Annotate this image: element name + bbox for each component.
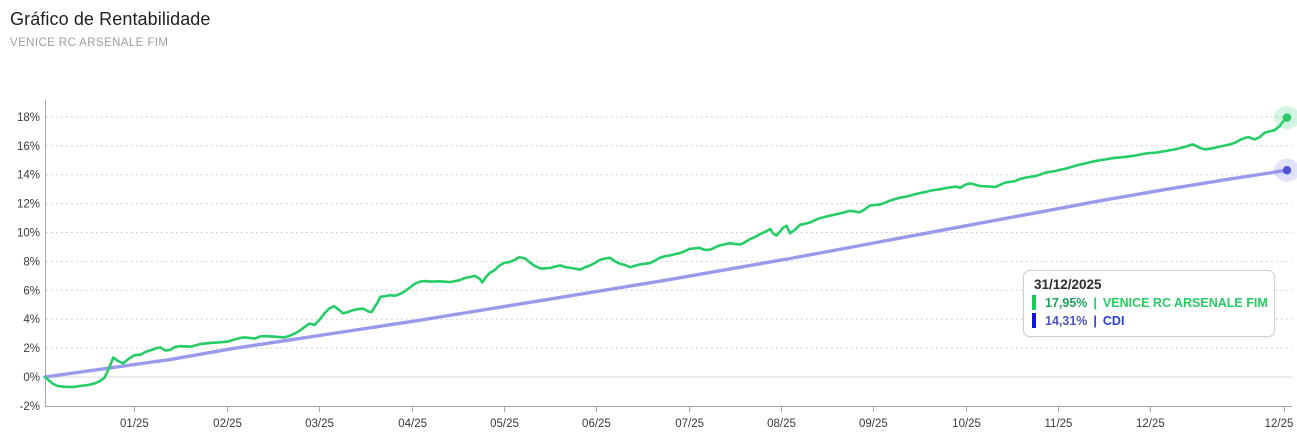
x-axis-label: 10/25 bbox=[952, 418, 981, 430]
tooltip-separator: | bbox=[1093, 313, 1097, 328]
x-axis-label: 12/25 bbox=[1136, 418, 1165, 430]
y-axis-label: 10% bbox=[17, 228, 40, 240]
y-axis-label: 6% bbox=[23, 285, 40, 297]
x-axis-label: 12/25 bbox=[1265, 418, 1294, 430]
x-axis-label: 11/25 bbox=[1045, 418, 1073, 430]
y-axis-label: 0% bbox=[23, 372, 40, 384]
chart-header: Gráfico de Rentabilidade VENICE RC ARSEN… bbox=[10, 9, 211, 49]
page-title: Gráfico de Rentabilidade bbox=[10, 9, 211, 29]
x-axis-label: 05/25 bbox=[490, 418, 519, 430]
cdi-series-name: CDI bbox=[1102, 313, 1125, 328]
tooltip-date: 31/12/2025 bbox=[1034, 277, 1102, 292]
x-axis-label: 01/25 bbox=[120, 418, 149, 430]
y-axis-label: 4% bbox=[23, 314, 40, 326]
x-axis-label: 07/25 bbox=[675, 418, 704, 430]
cdi-series-marker bbox=[1032, 313, 1036, 328]
tooltip-row-fund: 17,95% | VENICE RC ARSENALE FIM bbox=[1032, 295, 1268, 310]
x-axis-label: 09/25 bbox=[859, 418, 888, 430]
tooltip-row-cdi: 14,31% | CDI bbox=[1032, 313, 1263, 328]
y-axis-label: 8% bbox=[23, 256, 40, 268]
fund-series-marker bbox=[1032, 295, 1036, 310]
fund-series-line bbox=[43, 116, 1289, 389]
x-axis-label: 03/25 bbox=[305, 418, 334, 430]
fund-endpoint-dot bbox=[1282, 113, 1292, 122]
chart-tooltip: 31/12/2025 17,95% | VENICE RC ARSENALE F… bbox=[1023, 270, 1275, 337]
y-axis-label: 2% bbox=[23, 343, 40, 355]
y-axis-label: 12% bbox=[17, 199, 40, 211]
y-axis-label: -2% bbox=[20, 401, 40, 413]
x-axis-label: 02/25 bbox=[213, 418, 242, 430]
cdi-return-value: 14,31% bbox=[1045, 313, 1088, 328]
x-axis-label: 06/25 bbox=[582, 418, 611, 430]
fund-return-value: 17,95% bbox=[1045, 295, 1088, 310]
fund-series-name: VENICE RC ARSENALE FIM bbox=[1102, 295, 1268, 310]
x-axis-label: 04/25 bbox=[398, 418, 427, 430]
cdi-endpoint-dot bbox=[1282, 166, 1292, 175]
y-axis-label: 14% bbox=[17, 170, 40, 182]
tooltip-separator: | bbox=[1093, 295, 1097, 310]
fund-name-subtitle: VENICE RC ARSENALE FIM bbox=[10, 37, 169, 49]
x-axis-label: 08/25 bbox=[767, 418, 796, 430]
y-axis-label: 16% bbox=[17, 141, 40, 153]
y-axis-label: 18% bbox=[17, 112, 40, 124]
cdi-series-line bbox=[43, 168, 1289, 379]
